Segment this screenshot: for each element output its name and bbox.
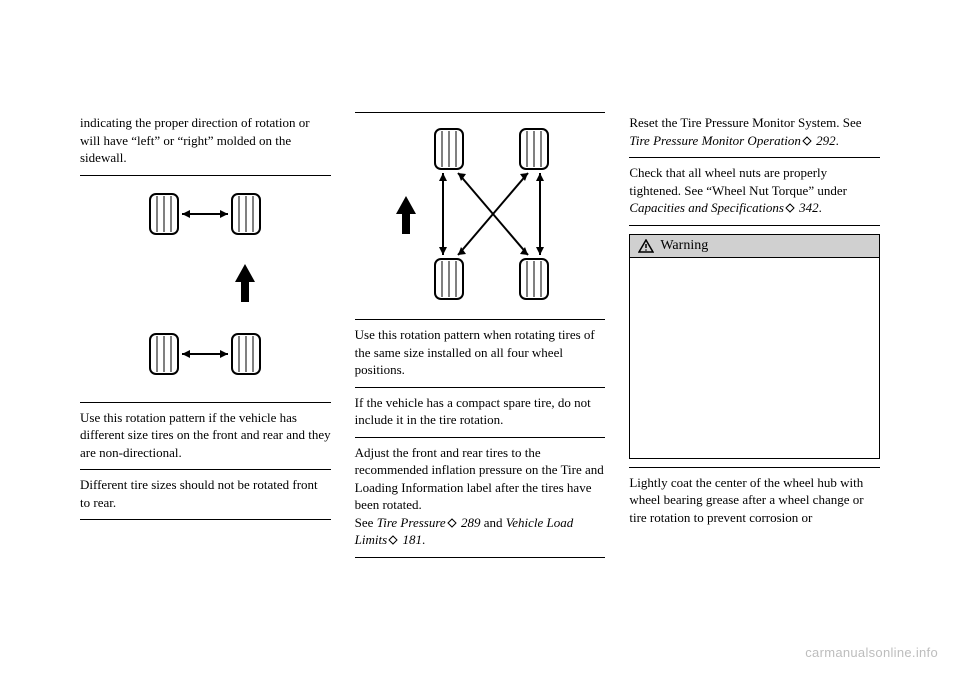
divider xyxy=(355,557,606,558)
text: Reset the Tire Pressure Monitor System. … xyxy=(629,115,861,130)
tire-rotation-cross-diagram-icon xyxy=(380,121,580,311)
divider xyxy=(355,112,606,113)
divider xyxy=(629,157,880,158)
warning-triangle-icon xyxy=(638,239,654,253)
paragraph: If the vehicle has a compact spare tire,… xyxy=(355,390,606,435)
text: . xyxy=(836,133,839,148)
column-2: Use this rotation pattern when rotating … xyxy=(355,110,606,638)
divider xyxy=(355,437,606,438)
paragraph: Use this rotation pattern when rotating … xyxy=(355,322,606,385)
paragraph: Adjust the front and rear tires to the r… xyxy=(355,440,606,555)
divider xyxy=(80,402,331,403)
text: . xyxy=(819,200,822,215)
divider xyxy=(629,467,880,468)
divider xyxy=(80,175,331,176)
reference-link[interactable]: Capacities and Specifications xyxy=(629,200,784,215)
text: See xyxy=(355,515,377,530)
divider xyxy=(80,469,331,470)
divider xyxy=(355,319,606,320)
divider xyxy=(80,519,331,520)
text: and xyxy=(480,515,505,530)
page-ref: 289 xyxy=(458,515,481,530)
paragraph: indicating the proper direction of rotat… xyxy=(80,110,331,173)
tire-rotation-diagram-icon xyxy=(120,184,290,394)
paragraph: Different tire sizes should not be rotat… xyxy=(80,472,331,517)
page-ref: 292 xyxy=(813,133,836,148)
text: . xyxy=(422,532,425,547)
column-3: Reset the Tire Pressure Monitor System. … xyxy=(629,110,880,638)
reference-icon xyxy=(447,518,457,528)
page-content: indicating the proper direction of rotat… xyxy=(0,0,960,678)
reference-icon xyxy=(785,203,795,213)
reference-icon xyxy=(388,535,398,545)
paragraph: Use this rotation pattern if the vehicle… xyxy=(80,405,331,468)
paragraph: Lightly coat the center of the wheel hub… xyxy=(629,470,880,533)
paragraph: Reset the Tire Pressure Monitor System. … xyxy=(629,110,880,155)
warning-box: Warning xyxy=(629,234,880,459)
figure-rotation-cross xyxy=(355,115,606,317)
reference-icon xyxy=(802,136,812,146)
column-1: indicating the proper direction of rotat… xyxy=(80,110,331,638)
watermark: carmanualsonline.info xyxy=(805,645,938,660)
page-ref: 181 xyxy=(399,532,422,547)
reference-link[interactable]: Tire Pressure Monitor Operation xyxy=(629,133,801,148)
paragraph: Check that all wheel nuts are properly t… xyxy=(629,160,880,223)
warning-label: Warning xyxy=(660,238,708,254)
reference-link[interactable]: Tire Pressure xyxy=(377,515,446,530)
warning-body xyxy=(630,258,879,458)
divider xyxy=(355,387,606,388)
divider xyxy=(629,225,880,226)
text: Adjust the front and rear tires to the r… xyxy=(355,445,604,513)
warning-header: Warning xyxy=(630,235,879,258)
page-ref: 342 xyxy=(796,200,819,215)
figure-rotation-same-axle xyxy=(80,178,331,400)
text: Check that all wheel nuts are properly t… xyxy=(629,165,847,198)
